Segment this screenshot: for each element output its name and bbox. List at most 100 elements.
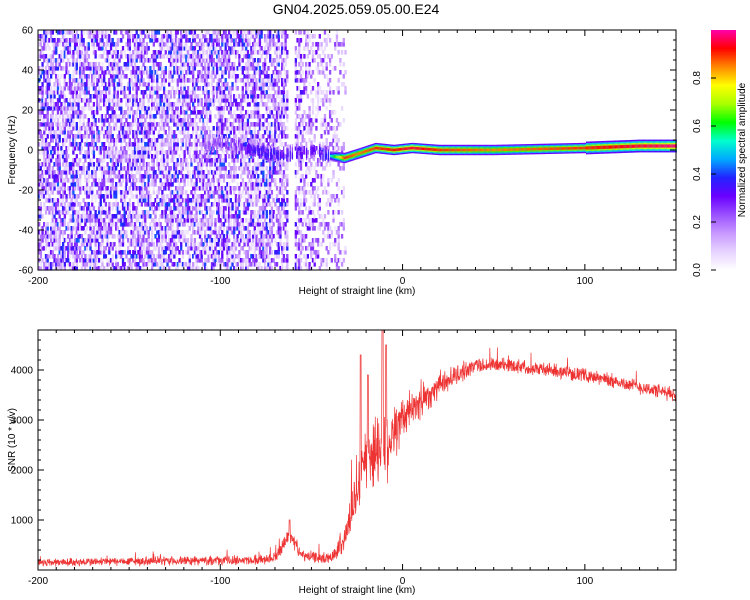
spectrogram-cell [195, 158, 198, 163]
spectrogram-cell [212, 254, 215, 259]
spectrogram-cell [94, 50, 97, 55]
spectrogram-cell [251, 258, 255, 263]
spectrogram-cell [214, 46, 217, 51]
spectrogram-cell [72, 98, 75, 103]
spectrogram-cell [120, 86, 123, 91]
spectrogram-cell [234, 246, 238, 251]
spectrogram-cell [250, 174, 253, 179]
spectrogram-cell [205, 198, 209, 203]
spectrogram-cell [121, 90, 125, 95]
spectrogram-cell [77, 98, 80, 103]
spectrogram-cell [222, 94, 226, 99]
spectrogram-cell [195, 206, 198, 211]
spectrogram-cell [149, 206, 152, 211]
spectrogram-cell [233, 246, 236, 251]
spectrogram-cell [245, 90, 248, 95]
spectrogram-cell [185, 174, 188, 179]
spectrogram-cell [142, 90, 145, 95]
spectrogram-cell [85, 154, 89, 159]
spectrogram-cell [157, 30, 161, 35]
spectrogram-cell [116, 138, 120, 143]
spectrogram-cell [257, 50, 260, 55]
spectrogram-cell [99, 30, 102, 35]
spectrogram-cell [126, 170, 130, 175]
spectrogram-cell [226, 66, 229, 71]
spectrogram-cell [154, 50, 157, 55]
spectrogram-cell [176, 118, 179, 123]
spectrogram-cell [164, 250, 167, 255]
spectrogram-cell [38, 222, 41, 227]
spectrogram-cell [97, 226, 101, 231]
spectrogram-cell [103, 174, 106, 179]
spectrogram-cell [231, 122, 234, 127]
spectrogram-cell [176, 126, 179, 131]
spectrogram-cell [257, 86, 260, 91]
spectrogram-cell [108, 258, 111, 263]
spectrogram-cell [236, 34, 239, 39]
spectrogram-cell [132, 202, 135, 207]
spectrogram-cell [195, 254, 198, 259]
spectrogram-cell [156, 194, 159, 199]
spectrogram-cell [207, 154, 210, 159]
spectrogram-cell [174, 266, 178, 271]
spectrogram-cell [207, 70, 210, 75]
spectrogram-cell [150, 162, 154, 167]
spectrogram-cell [185, 30, 188, 35]
spectrogram-cell [156, 94, 159, 99]
spectrogram-cell [210, 178, 214, 183]
spectrogram-cell [137, 202, 140, 207]
spectrogram-cell [101, 258, 104, 263]
spectrogram-cell [147, 258, 150, 263]
spectrogram-cell [106, 170, 109, 175]
spectrogram-cell [142, 134, 145, 139]
spectrogram-cell [120, 234, 123, 239]
spectrogram-cell [257, 158, 260, 163]
spectrogram-cell [253, 46, 256, 51]
spectrogram-cell [214, 154, 217, 159]
spectrogram-cell [51, 262, 55, 267]
spectrogram-cell [142, 218, 145, 223]
spectrogram-cell [147, 150, 150, 155]
spectrogram-cell [205, 42, 209, 47]
spectrogram-cell [44, 266, 48, 271]
spectrogram-cell [255, 170, 258, 175]
spectrogram-cell [195, 194, 198, 199]
spectrogram-cell [85, 182, 89, 187]
spectrogram-cell [126, 266, 130, 271]
spectrogram-cell [38, 142, 41, 147]
spectrogram-cell [56, 126, 60, 131]
spectrogram-cell [193, 46, 197, 51]
spectrogram-cell [200, 62, 203, 67]
spectrogram-cell [106, 186, 109, 191]
spectrogram-cell [130, 106, 133, 111]
spectrogram-cell [142, 198, 145, 203]
spectrogram-cell [192, 266, 195, 271]
spectrogram-cell [92, 126, 96, 131]
spectrogram-cell [188, 114, 191, 119]
spectrogram-cell [219, 126, 222, 131]
spectrogram-cell [159, 54, 162, 59]
spectrogram-cell [233, 130, 236, 135]
spectrogram-cell [61, 42, 65, 47]
spectrogram-cell [204, 194, 207, 199]
spectrogram-cell [44, 246, 48, 251]
spectrogram-cell [178, 222, 181, 227]
spectrogram-cell [89, 238, 92, 243]
spectrogram-cell [126, 202, 130, 207]
spectrogram-cell [221, 90, 224, 95]
spectrogram-cell [193, 94, 197, 99]
spectrogram-cell [106, 162, 109, 167]
spectrogram-cell [176, 98, 179, 103]
spectrogram-cell [234, 218, 238, 223]
spectrogram-cell [168, 170, 171, 175]
spectrogram-cell [166, 30, 169, 35]
spectrogram-cell [164, 154, 167, 159]
spectrogram-cell [85, 194, 89, 199]
spectrogram-cell [123, 110, 126, 115]
spectrogram-cell [164, 218, 167, 223]
spectrogram-cell [49, 150, 53, 155]
spectrogram-cell [103, 78, 106, 83]
spectrogram-cell [104, 214, 108, 219]
spectrogram-cell [257, 198, 260, 203]
spectrogram-cell [89, 218, 92, 223]
